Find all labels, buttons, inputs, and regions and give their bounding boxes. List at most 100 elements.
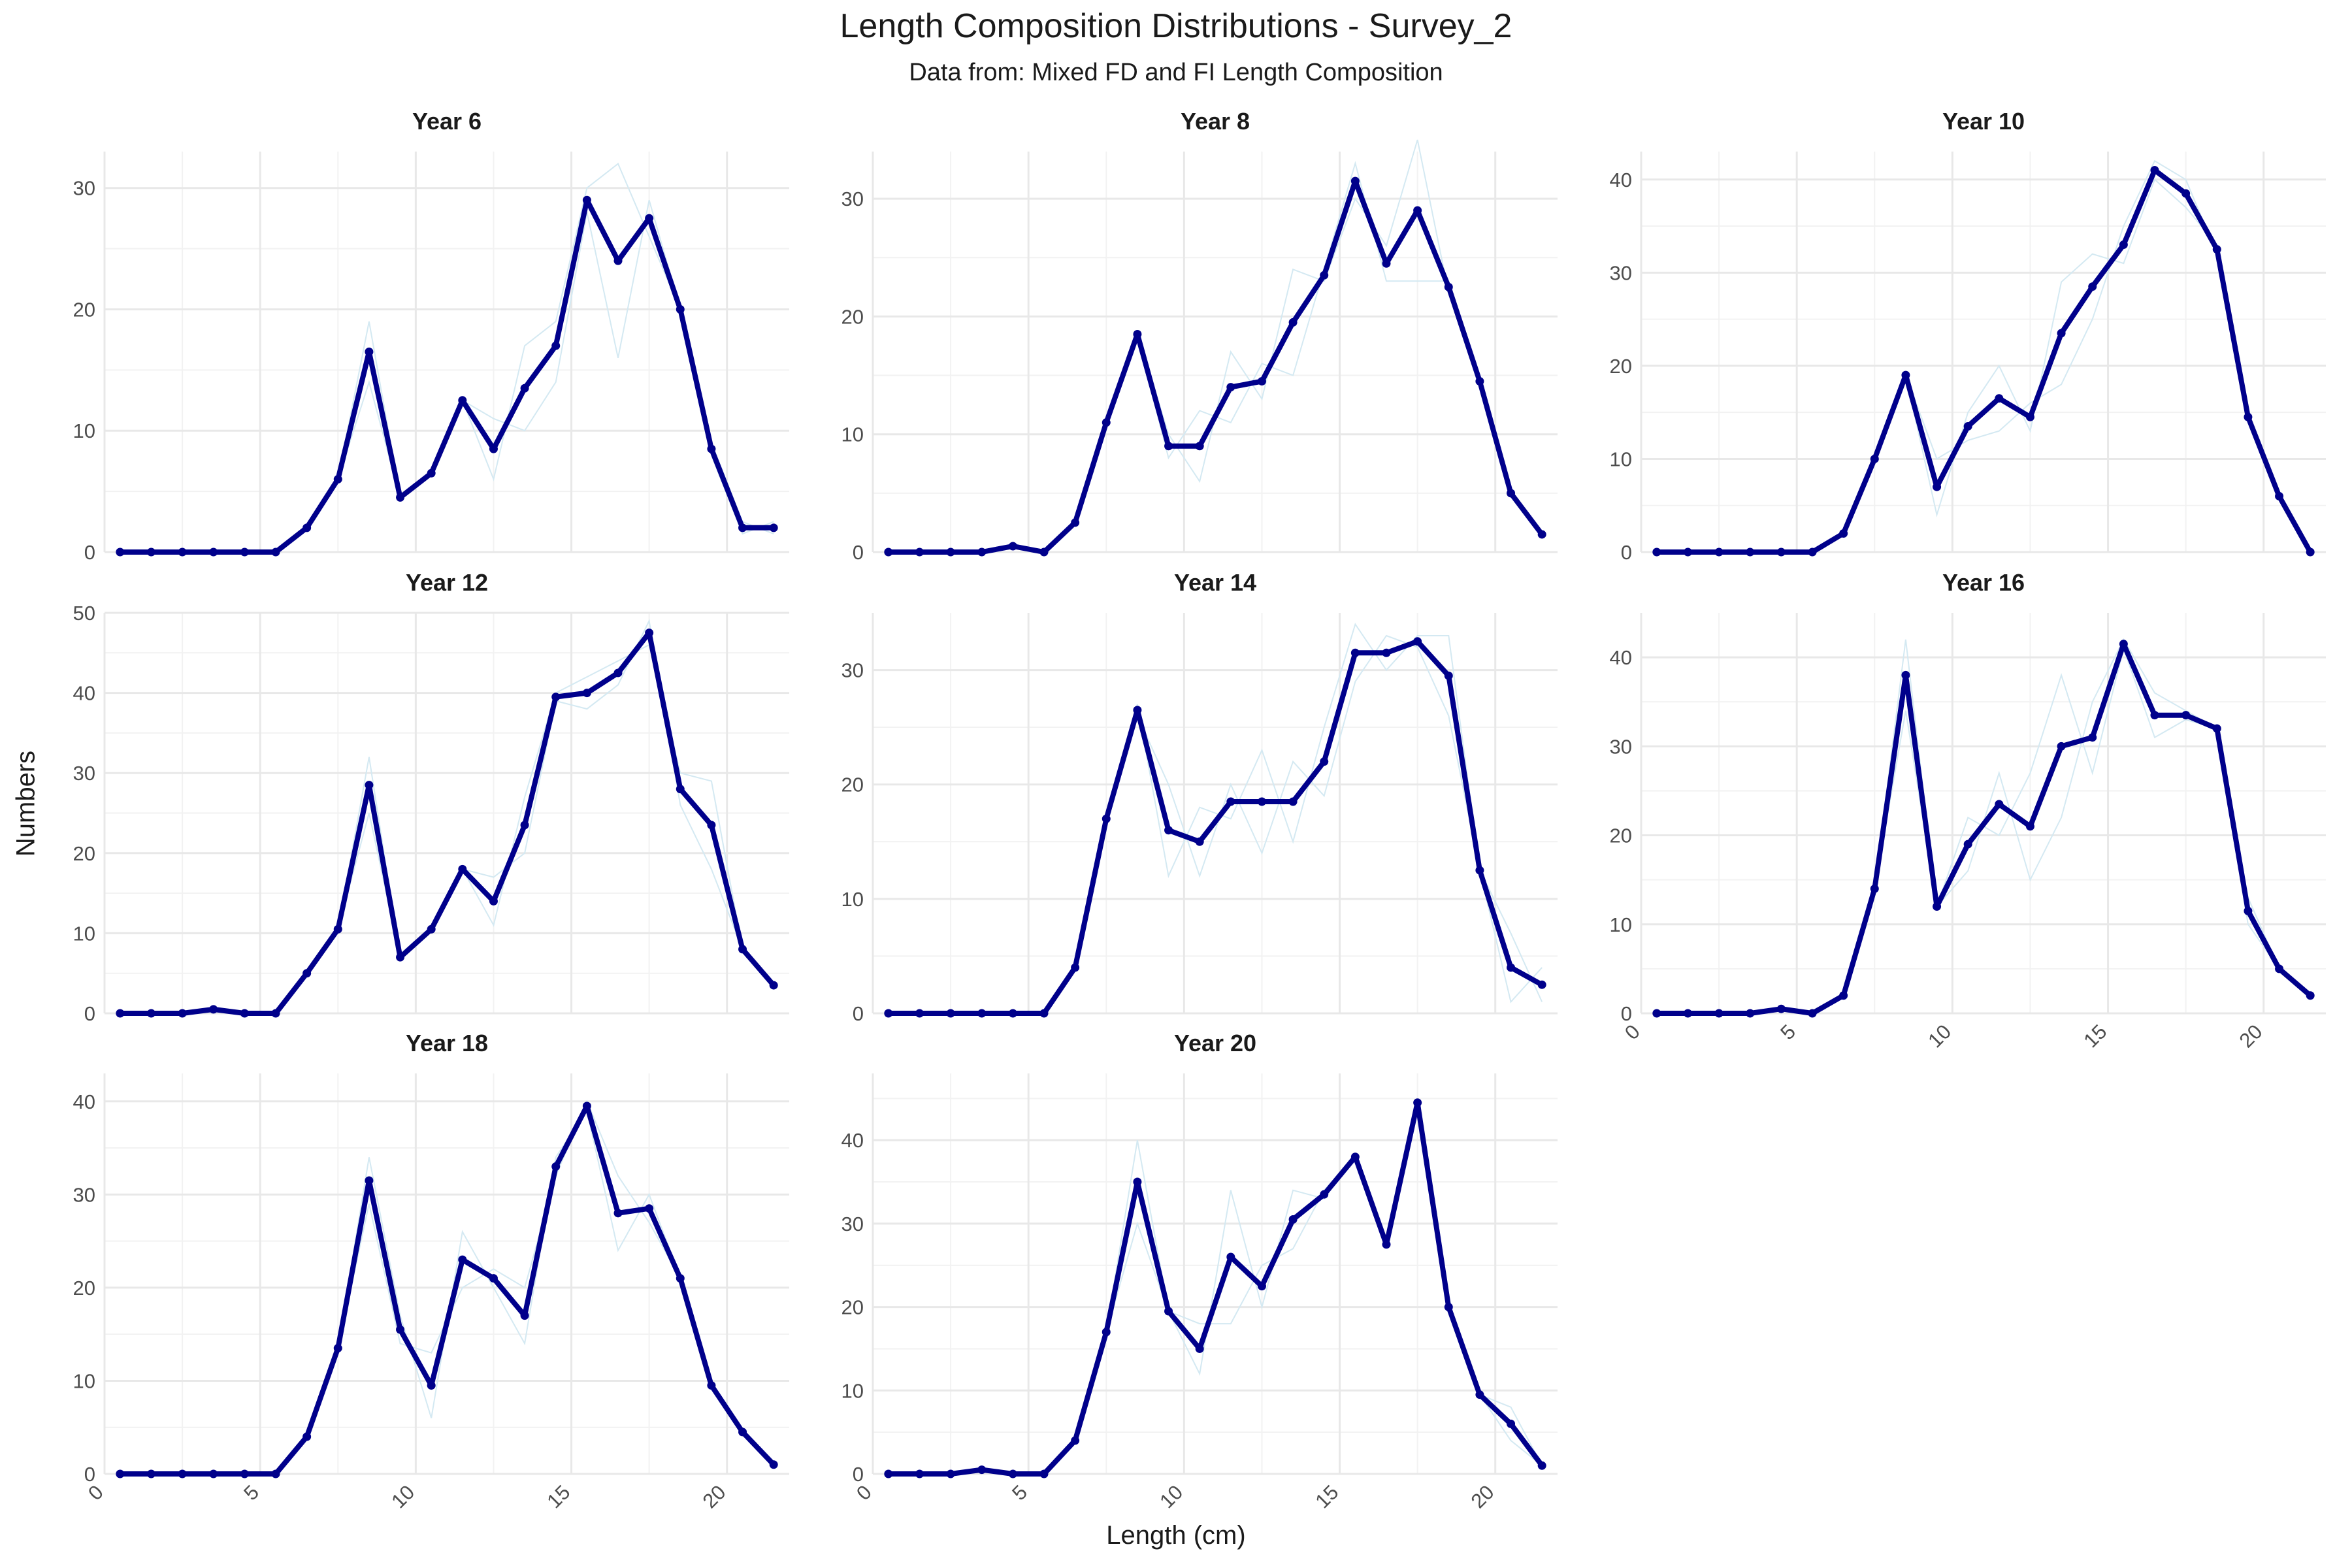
y-tick-label: 40 — [1610, 646, 1632, 669]
panel-title: Year 16 — [1942, 569, 2025, 596]
data-point — [1195, 442, 1204, 451]
data-point — [2119, 640, 2128, 649]
data-point — [365, 1176, 374, 1185]
data-point — [1071, 963, 1080, 972]
data-point — [613, 1209, 623, 1218]
data-point — [1444, 671, 1453, 680]
series-line — [885, 178, 1545, 555]
data-point — [2275, 491, 2284, 500]
data-point — [1537, 980, 1546, 989]
y-tick-label: 10 — [841, 423, 864, 446]
data-point — [489, 444, 498, 453]
x-tick-label: 20 — [1467, 1480, 1499, 1512]
data-point — [2057, 742, 2066, 751]
y-tick-label: 30 — [841, 188, 864, 210]
data-point — [1257, 1282, 1266, 1291]
y-tick-label: 30 — [841, 1213, 864, 1235]
data-point — [1413, 1098, 1422, 1107]
y-tick-label: 30 — [73, 1183, 95, 1206]
data-point — [1963, 840, 1972, 849]
data-point — [1413, 206, 1422, 215]
data-point — [458, 396, 467, 405]
data-point — [271, 1469, 280, 1478]
data-point — [707, 821, 716, 830]
data-point — [116, 1469, 125, 1478]
data-point — [915, 1009, 924, 1018]
data-point — [1320, 757, 1329, 766]
faint-series-line — [120, 200, 774, 553]
x-tick-label: 0 — [84, 1480, 108, 1505]
data-point — [209, 1005, 218, 1014]
data-point — [645, 629, 654, 638]
series-line — [885, 1100, 1545, 1477]
y-tick-label: 10 — [841, 888, 864, 911]
data-point — [240, 1469, 249, 1478]
y-tick-label: 30 — [73, 762, 95, 785]
data-point — [1652, 1009, 1661, 1018]
data-point — [1257, 797, 1266, 806]
faint-series-line — [120, 1109, 774, 1475]
series-line — [1654, 167, 2313, 555]
data-point — [1102, 814, 1111, 823]
data-point — [1683, 547, 1692, 557]
data-point — [1164, 1307, 1173, 1316]
data-point — [178, 1469, 187, 1478]
data-point — [116, 1009, 125, 1018]
data-point — [333, 1344, 342, 1353]
y-tick-label: 10 — [1610, 448, 1632, 470]
data-point — [1257, 377, 1266, 386]
data-point — [2244, 412, 2253, 421]
data-point — [1039, 1469, 1049, 1478]
data-point — [676, 1274, 685, 1283]
data-point — [1320, 1190, 1329, 1199]
data-point — [116, 547, 125, 557]
y-tick-label: 0 — [1621, 1002, 1632, 1025]
data-point — [769, 981, 778, 990]
data-point — [1350, 176, 1360, 186]
panel-year-18: Year 18 0 10 20 30 40 0 5 10 15 20 — [73, 1030, 789, 1512]
data-point — [396, 493, 405, 502]
data-point — [146, 547, 155, 557]
faint-series-line — [1656, 159, 2311, 553]
panel-title: Year 12 — [406, 569, 488, 596]
data-point — [1133, 329, 1142, 338]
data-point — [1475, 866, 1484, 875]
panel-title: Year 18 — [406, 1030, 488, 1056]
data-point — [1320, 270, 1329, 280]
data-point — [1444, 282, 1453, 291]
data-point — [1901, 370, 1910, 380]
data-point — [1444, 1303, 1453, 1312]
panel-year-12: Year 12 0 10 20 30 40 50 — [73, 569, 789, 1025]
y-tick-label: 40 — [73, 1090, 95, 1113]
data-point — [178, 1009, 187, 1018]
panel-title: Year 20 — [1174, 1030, 1256, 1056]
panel-year-14: Year 14 0 10 20 30 — [841, 569, 1558, 1025]
y-tick-label: 0 — [853, 1002, 864, 1025]
data-point — [1164, 826, 1173, 835]
data-point — [2212, 245, 2221, 254]
data-point — [1746, 547, 1755, 557]
data-point — [551, 693, 561, 702]
data-point — [1382, 648, 1391, 657]
data-point — [2244, 906, 2253, 915]
data-point — [2150, 711, 2159, 720]
data-point — [1537, 530, 1546, 539]
data-point — [1870, 884, 1879, 893]
data-point — [1963, 422, 1972, 431]
data-point — [520, 384, 529, 393]
y-tick-label: 20 — [841, 1296, 864, 1319]
panel-year-6: Year 6 0 10 20 30 — [73, 108, 789, 564]
data-point — [178, 547, 187, 557]
data-point — [1195, 1344, 1204, 1353]
data-point — [1288, 318, 1298, 327]
panel-title: Year 6 — [412, 108, 482, 135]
data-point — [884, 547, 893, 557]
data-point — [946, 1009, 955, 1018]
data-point — [302, 1432, 312, 1441]
data-point — [1507, 489, 1516, 498]
data-point — [551, 341, 561, 350]
data-point — [1226, 797, 1235, 806]
data-point — [645, 214, 654, 223]
data-point — [1839, 991, 1848, 1000]
data-point — [2057, 329, 2066, 338]
